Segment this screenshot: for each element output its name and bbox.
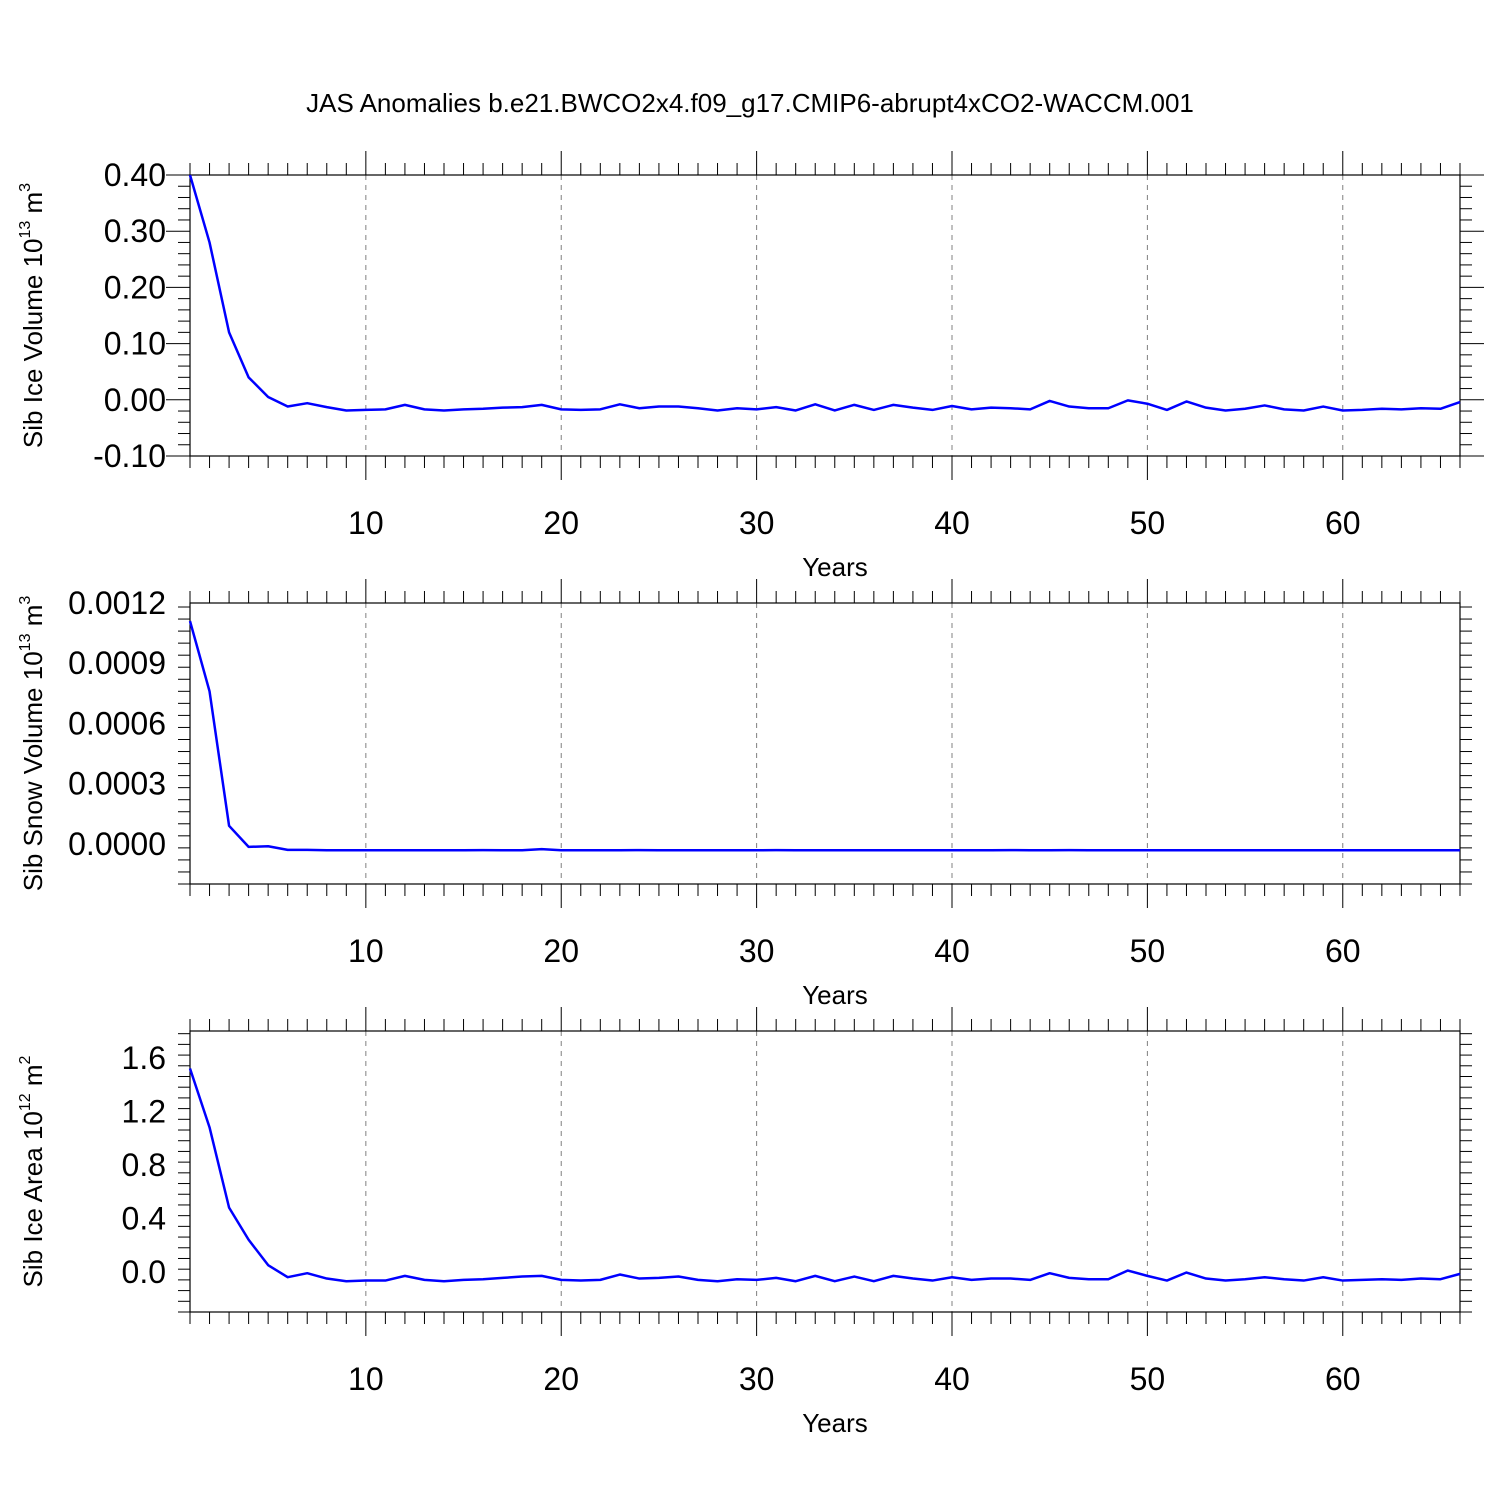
x-tick-label: 40 bbox=[934, 1361, 970, 1397]
y-tick-label: 0.0009 bbox=[68, 645, 166, 681]
y-tick-label: 1.2 bbox=[122, 1093, 166, 1129]
y-axis-label-part-4: 3 bbox=[17, 596, 34, 605]
x-tick-label: 60 bbox=[1325, 505, 1361, 541]
x-tick-label: 60 bbox=[1325, 933, 1361, 969]
chart-panel-1: 10 20 30 40 50 60 Years -0.10 0.00 0.10 0.20 0.30 0.… bbox=[17, 151, 1484, 582]
y-tick-label: 0.40 bbox=[104, 157, 166, 193]
chart-panel-3: 10 20 30 40 50 60 Years 0.0 0.4 0.8 1.2 1.6 Sib Ice … bbox=[17, 1007, 1472, 1438]
x-tick-label: 50 bbox=[1130, 933, 1166, 969]
x-tick-label: 20 bbox=[543, 933, 579, 969]
y-tick-label: 0.00 bbox=[104, 382, 166, 418]
y-axis-label-part-1: Sib Ice Volume 10 bbox=[18, 239, 48, 449]
y-axis-label-part-2: 13 bbox=[17, 633, 34, 651]
y-axis-label-part-3: m bbox=[18, 1064, 48, 1093]
y-axis-label-part-2: 12 bbox=[17, 1093, 34, 1111]
y-tick-label: 0.0 bbox=[122, 1254, 166, 1290]
x-tick-label: 20 bbox=[543, 505, 579, 541]
series-line-1 bbox=[188, 1068, 1461, 1283]
y-axis-label-part-1: Sib Ice Area 10 bbox=[18, 1111, 48, 1287]
plot-frame bbox=[189, 174, 1461, 457]
y-axis-label-part-3: m bbox=[18, 605, 48, 634]
chart-title: JAS Anomalies b.e21.BWCO2x4.f09_g17.CMIP… bbox=[306, 88, 1194, 118]
y-tick-label: 0.4 bbox=[122, 1200, 166, 1236]
y-tick-label: -0.10 bbox=[93, 438, 166, 474]
x-axis-label: Years bbox=[802, 1408, 868, 1438]
series-line-1 bbox=[188, 620, 1460, 852]
x-tick-label: 60 bbox=[1325, 1361, 1361, 1397]
x-tick-label: 30 bbox=[739, 1361, 775, 1397]
y-tick-label: 0.10 bbox=[104, 326, 166, 362]
y-axis-label: Sib Snow Volume 1013 m3 bbox=[17, 596, 48, 892]
y-axis-label-part-1: Sib Snow Volume 10 bbox=[18, 651, 48, 891]
x-tick-label: 30 bbox=[739, 505, 775, 541]
plot-frame bbox=[189, 602, 1461, 885]
y-tick-label: 0.8 bbox=[122, 1147, 166, 1183]
y-tick-label: 0.20 bbox=[104, 269, 166, 305]
x-axis-label: Years bbox=[802, 980, 868, 1010]
x-tick-label: 30 bbox=[739, 933, 775, 969]
x-tick-label: 40 bbox=[934, 505, 970, 541]
y-tick-label: 0.0006 bbox=[68, 705, 166, 741]
y-axis-label: Sib Ice Volume 1013 m3 bbox=[17, 183, 48, 448]
y-tick-label: 1.6 bbox=[122, 1040, 166, 1076]
x-tick-label: 20 bbox=[543, 1361, 579, 1397]
series-line-1 bbox=[188, 174, 1461, 412]
y-tick-label: 0.0012 bbox=[68, 585, 166, 621]
y-axis-label: Sib Ice Area 1012 m2 bbox=[17, 1055, 48, 1287]
x-tick-label: 10 bbox=[348, 505, 384, 541]
y-axis-label-part-3: m bbox=[18, 192, 48, 221]
x-tick-label: 40 bbox=[934, 933, 970, 969]
plot-frame bbox=[189, 1030, 1461, 1313]
y-tick-label: 0.0000 bbox=[68, 826, 166, 862]
y-tick-label: 0.30 bbox=[104, 213, 166, 249]
chart-panel-2: 10 20 30 40 50 60 Years 0.0000 0.0003 0.0006 0.000… bbox=[17, 579, 1472, 1010]
x-tick-label: 10 bbox=[348, 1361, 384, 1397]
y-axis-label-part-4: 3 bbox=[17, 183, 34, 192]
x-tick-label: 50 bbox=[1130, 1361, 1166, 1397]
y-axis-label-part-2: 13 bbox=[17, 221, 34, 239]
y-tick-label: 0.0003 bbox=[68, 766, 166, 802]
x-tick-label: 50 bbox=[1130, 505, 1166, 541]
y-axis-label-part-4: 2 bbox=[17, 1055, 34, 1064]
x-axis-label: Years bbox=[802, 552, 868, 582]
x-tick-label: 10 bbox=[348, 933, 384, 969]
